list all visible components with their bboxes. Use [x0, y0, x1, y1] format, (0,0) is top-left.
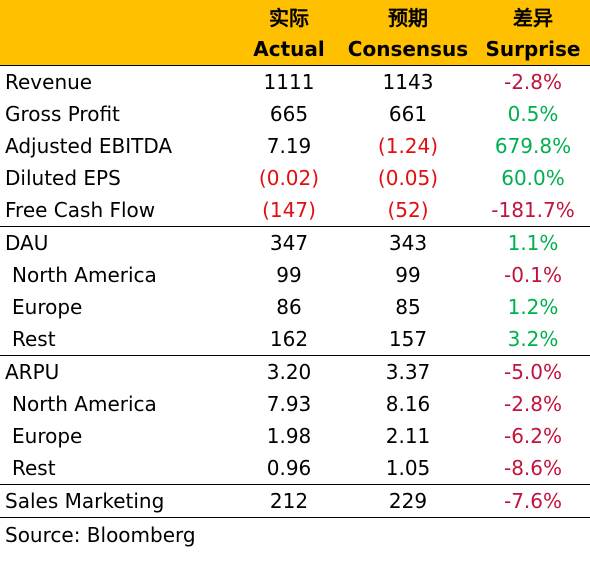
header-en-consensus: Consensus: [340, 32, 476, 66]
surprise-value: 679.8%: [494, 134, 572, 158]
consensus-value: (52): [387, 198, 429, 222]
actual-value: 0.96: [266, 456, 312, 480]
actual-value: (147): [262, 198, 316, 222]
consensus-value: 85: [395, 295, 421, 319]
table-row: Diluted EPS (0.02) (0.05) 60.0%: [0, 162, 590, 194]
table-row: Adjusted EBITDA 7.19 (1.24) 679.8%: [0, 130, 590, 162]
consensus-value: (1.24): [377, 134, 439, 158]
row-label: DAU: [0, 226, 238, 259]
table-header: 实际 预期 差异 Actual Consensus Surprise: [0, 0, 590, 66]
actual-value: 7.93: [266, 392, 312, 416]
consensus-value: 3.37: [340, 355, 476, 388]
table-row: ARPU 3.20 3.37 -5.0%: [0, 355, 590, 388]
table-row: Rest 162 157 3.2%: [0, 323, 590, 356]
header-en-label: [0, 32, 238, 66]
row-label: Revenue: [0, 65, 238, 98]
surprise-value: -7.6%: [476, 484, 590, 518]
consensus-value: 8.16: [385, 392, 431, 416]
surprise-value: -2.8%: [503, 392, 563, 416]
surprise-value: -0.1%: [503, 263, 563, 287]
surprise-value: -8.6%: [503, 456, 563, 480]
consensus-value: 99: [395, 263, 421, 287]
consensus-value: 1143: [340, 65, 476, 98]
row-label: Diluted EPS: [5, 166, 121, 190]
consensus-value: 2.11: [385, 424, 431, 448]
header-row-chinese: 实际 预期 差异: [0, 0, 590, 32]
surprise-value: -6.2%: [503, 424, 563, 448]
header-cn-actual: 实际: [238, 0, 340, 32]
consensus-value: 229: [340, 484, 476, 518]
actual-value: 7.19: [266, 134, 312, 158]
consensus-value: 157: [388, 327, 428, 351]
surprise-value: 3.2%: [507, 327, 559, 351]
consensus-value: 343: [340, 226, 476, 259]
table-row: Europe 1.98 2.11 -6.2%: [0, 420, 590, 452]
actual-value: (0.02): [258, 166, 320, 190]
surprise-value: -2.8%: [476, 65, 590, 98]
actual-value: 1.98: [266, 424, 312, 448]
surprise-value: 60.0%: [501, 166, 565, 190]
row-label: North America: [12, 392, 157, 416]
row-label: Gross Profit: [5, 102, 120, 126]
actual-value: 665: [269, 102, 309, 126]
header-cn-surprise: 差异: [476, 0, 590, 32]
table-row: Free Cash Flow (147) (52) -181.7%: [0, 194, 590, 227]
row-label: Free Cash Flow: [5, 198, 156, 222]
header-cn-label: [0, 0, 238, 32]
table-body: Revenue 1111 1143 -2.8% Gross Profit 665 661 0.…: [0, 65, 590, 518]
actual-value: 212: [238, 484, 340, 518]
table-row: North America 7.93 8.16 -2.8%: [0, 388, 590, 420]
header-cn-consensus: 预期: [340, 0, 476, 32]
surprise-value: -5.0%: [476, 355, 590, 388]
table-row: Sales Marketing 212 229 -7.6%: [0, 484, 590, 518]
surprise-value: -181.7%: [491, 198, 575, 222]
source-row: Source: Bloomberg: [0, 517, 590, 552]
source-note: Source: Bloomberg: [0, 517, 590, 552]
table-row: Rest 0.96 1.05 -8.6%: [0, 452, 590, 485]
table-row: Europe 86 85 1.2%: [0, 291, 590, 323]
row-label: ARPU: [0, 355, 238, 388]
actual-value: 3.20: [238, 355, 340, 388]
table-row: North America 99 99 -0.1%: [0, 259, 590, 291]
header-row-english: Actual Consensus Surprise: [0, 32, 590, 66]
row-label: Rest: [12, 456, 56, 480]
table-row: Revenue 1111 1143 -2.8%: [0, 65, 590, 98]
surprise-value: 1.2%: [507, 295, 559, 319]
header-en-actual: Actual: [238, 32, 340, 66]
row-label: Europe: [12, 295, 83, 319]
actual-value: 99: [276, 263, 302, 287]
consensus-value: 661: [388, 102, 428, 126]
actual-value: 347: [238, 226, 340, 259]
surprise-value: 1.1%: [476, 226, 590, 259]
surprise-value: 0.5%: [507, 102, 559, 126]
row-label: Sales Marketing: [0, 484, 238, 518]
actual-value: 1111: [238, 65, 340, 98]
consensus-value: 1.05: [385, 456, 431, 480]
row-label: Rest: [12, 327, 56, 351]
header-en-surprise: Surprise: [476, 32, 590, 66]
row-label: North America: [12, 263, 157, 287]
row-label: Europe: [12, 424, 83, 448]
table-row: Gross Profit 665 661 0.5%: [0, 98, 590, 130]
row-label: Adjusted EBITDA: [5, 134, 173, 158]
consensus-value: (0.05): [377, 166, 439, 190]
actual-value: 86: [276, 295, 302, 319]
table-row: DAU 347 343 1.1%: [0, 226, 590, 259]
actual-value: 162: [269, 327, 309, 351]
